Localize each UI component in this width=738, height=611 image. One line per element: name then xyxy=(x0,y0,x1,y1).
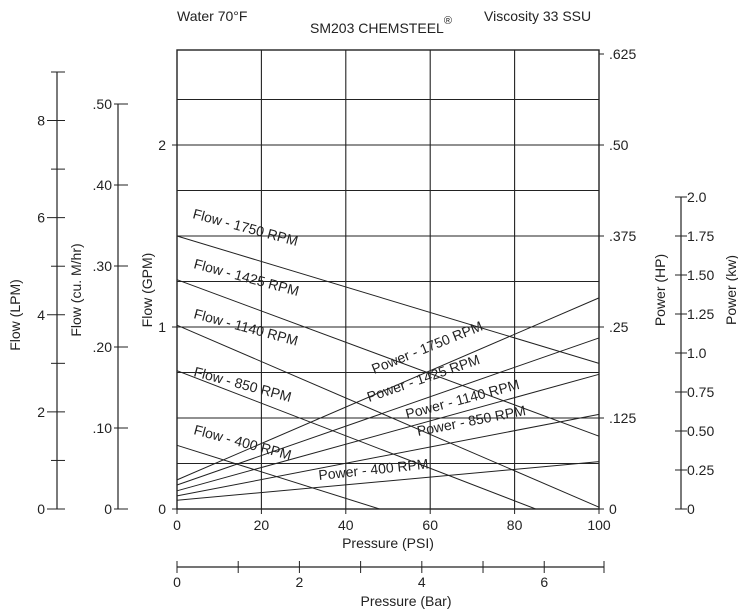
kw-tick-label: 1.50 xyxy=(687,267,714,283)
cmh-tick-label: .50 xyxy=(93,96,113,112)
flow-series-line xyxy=(176,279,600,437)
kw-tick-label: 1.25 xyxy=(687,306,714,322)
cmh-tick-label: 0 xyxy=(104,501,112,517)
power-series-line xyxy=(176,413,600,497)
flow-series-line xyxy=(176,370,536,510)
kw-tick-label: 0.50 xyxy=(687,423,714,439)
x-tick-label: 80 xyxy=(507,517,523,533)
plot-frame xyxy=(176,49,600,510)
series xyxy=(176,235,600,510)
lpm-tick-label: 0 xyxy=(37,501,45,517)
bar-tick-label: 6 xyxy=(540,574,548,590)
header-model-name: SM203 CHEMSTEEL xyxy=(310,20,444,36)
gpm-axis-title: Flow (GPM) xyxy=(139,253,155,328)
bar-tick-label: 0 xyxy=(173,574,181,590)
kw-axis-title: Power (kw) xyxy=(723,255,738,325)
power-series-line xyxy=(176,337,600,486)
flow-series-label: Flow - 1425 RPM xyxy=(192,255,301,298)
flow-series-label: Flow - 850 RPM xyxy=(192,363,293,404)
x-axis-title: Pressure (PSI) xyxy=(342,535,434,551)
header-model: SM203 CHEMSTEEL® xyxy=(310,15,452,36)
cmh-tick-label: .40 xyxy=(93,177,113,193)
flow-series-label: Flow - 1750 RPM xyxy=(191,205,300,248)
bar-tick-label: 4 xyxy=(418,574,426,590)
kw-tick-label: 1.75 xyxy=(687,228,714,244)
cmh-tick-label: .20 xyxy=(93,339,113,355)
cmh-axis-title: Flow (cu. M/hr) xyxy=(68,243,84,336)
power-series-line xyxy=(176,461,600,501)
bar-tick-label: 2 xyxy=(296,574,304,590)
hp-tick-label: .375 xyxy=(609,228,636,244)
x-tick-label: 100 xyxy=(587,517,611,533)
power-series-line xyxy=(176,373,600,492)
x-tick-label: 60 xyxy=(422,517,438,533)
gpm-tick-label: 0 xyxy=(158,501,166,517)
gpm-tick-label: 2 xyxy=(158,137,166,153)
header-water-temp: Water 70°F xyxy=(177,8,247,24)
lpm-axis-title: Flow (LPM) xyxy=(7,279,23,351)
bar-axis-title: Pressure (Bar) xyxy=(360,593,451,609)
hp-tick-label: .25 xyxy=(609,319,629,335)
flow-series-line xyxy=(176,235,600,364)
kw-tick-label: 2.0 xyxy=(687,189,707,205)
flow-series-line xyxy=(176,324,600,508)
hp-axis-title: Power (HP) xyxy=(652,254,668,326)
gpm-tick-label: 1 xyxy=(158,319,166,335)
header-viscosity: Viscosity 33 SSU xyxy=(484,8,591,24)
power-series-line xyxy=(176,297,600,481)
grid xyxy=(176,49,600,510)
x-tick-label: 0 xyxy=(173,517,181,533)
lpm-tick-label: 8 xyxy=(37,113,45,129)
flow-series-line xyxy=(176,444,380,510)
hp-tick-label: .50 xyxy=(609,137,629,153)
kw-tick-label: 0 xyxy=(687,501,695,517)
kw-tick-label: 1.0 xyxy=(687,345,707,361)
lpm-tick-label: 6 xyxy=(37,210,45,226)
hp-tick-label: .125 xyxy=(609,410,636,426)
x-tick-label: 40 xyxy=(338,517,354,533)
x-tick-label: 20 xyxy=(254,517,270,533)
lpm-tick-label: 2 xyxy=(37,404,45,420)
flow-series-label: Flow - 400 RPM xyxy=(192,421,293,462)
hp-tick-label: .625 xyxy=(609,46,636,62)
cmh-tick-label: .30 xyxy=(93,258,113,274)
kw-tick-label: 0.75 xyxy=(687,384,714,400)
registered-mark: ® xyxy=(444,15,452,27)
kw-tick-label: 0.25 xyxy=(687,462,714,478)
lpm-tick-label: 4 xyxy=(37,307,45,323)
cmh-tick-label: .10 xyxy=(93,420,113,436)
hp-tick-label: 0 xyxy=(609,501,617,517)
